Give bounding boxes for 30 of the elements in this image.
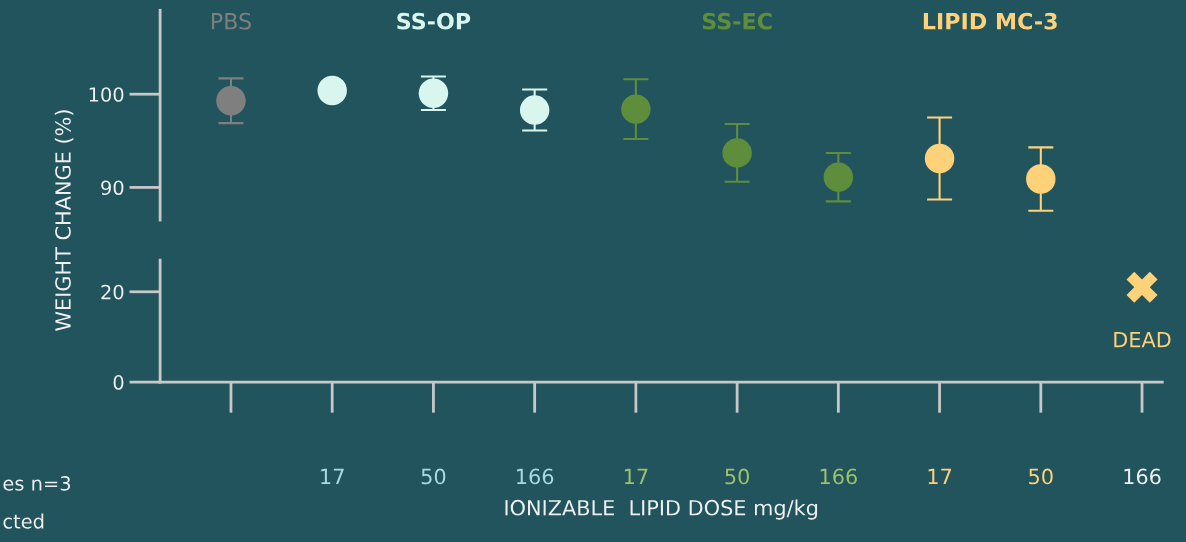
text: SS-OP bbox=[397, 12, 471, 30]
y-tick-label: 0 bbox=[113, 375, 124, 390]
x-tick-label: 166 bbox=[820, 468, 857, 485]
text: SS-EC bbox=[702, 12, 772, 30]
x-tick-label: 17 bbox=[321, 468, 344, 485]
x-tick-label: 50 bbox=[421, 468, 446, 485]
x-tick-label: 166 bbox=[1124, 468, 1161, 485]
point bbox=[621, 94, 651, 124]
point bbox=[823, 162, 854, 192]
y-tick-label: 90 bbox=[101, 180, 124, 196]
x-tick-label: 17 bbox=[624, 468, 648, 485]
y-axis-title: WEIGHT CHANGE (%) bbox=[54, 110, 74, 331]
text: es n=3 bbox=[3, 476, 71, 491]
text: cted bbox=[3, 513, 44, 529]
point bbox=[1026, 164, 1056, 194]
point bbox=[519, 95, 550, 125]
x-tick-label: 17 bbox=[928, 468, 952, 485]
annotation: DEAD bbox=[1114, 332, 1171, 348]
x-tick-label: 50 bbox=[1029, 468, 1053, 485]
y-tick-label: 100 bbox=[89, 87, 124, 102]
x-axis-title: IONIZABLE LIPID DOSE mg/kg bbox=[505, 499, 818, 520]
x-tick-label: 50 bbox=[725, 468, 749, 485]
y-tick-label: 20 bbox=[101, 284, 124, 300]
point bbox=[924, 143, 955, 174]
text: PBS bbox=[211, 12, 251, 30]
point bbox=[216, 85, 246, 116]
text: LIPID MC-3 bbox=[923, 12, 1057, 30]
point bbox=[317, 75, 347, 106]
x-tick-label: 166 bbox=[517, 468, 554, 485]
point bbox=[722, 138, 752, 168]
